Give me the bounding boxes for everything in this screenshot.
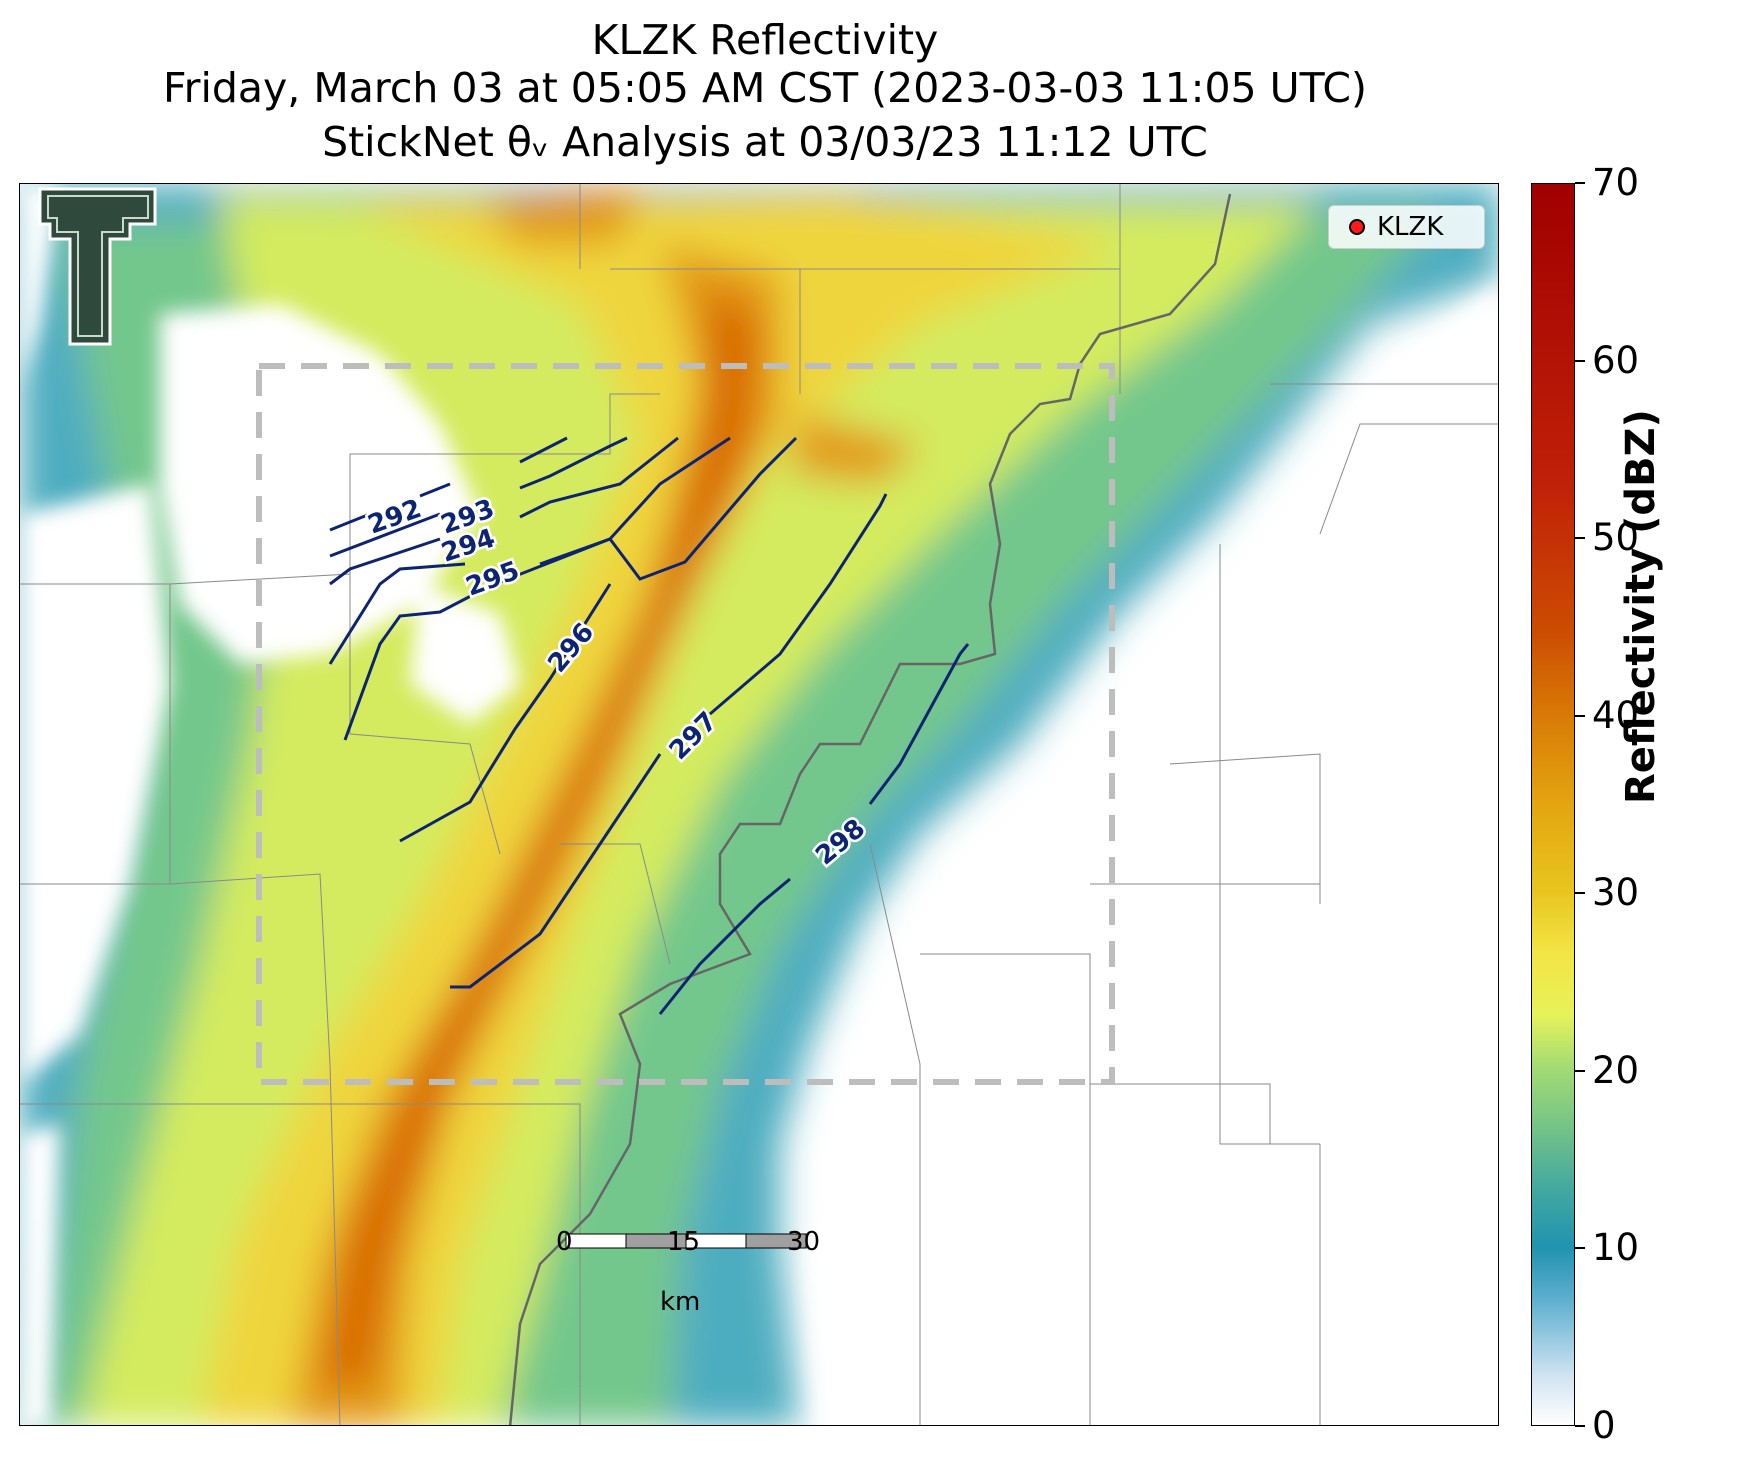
colorbar-tick-label: 30 — [1592, 871, 1640, 915]
colorbar-tick-label: 20 — [1592, 1048, 1640, 1092]
isentrope-292 — [329, 436, 568, 532]
colorbar-tick-label: 0 — [1592, 1404, 1616, 1447]
isentrope-297 — [450, 493, 888, 989]
radar-map-svg: 292 293 294 295 296 297 298 — [20, 184, 1498, 1425]
legend-label-klzk: KLZK — [1377, 212, 1444, 242]
title-line-2: Friday, March 03 at 05:05 AM CST (2023-0… — [163, 64, 1367, 112]
isentrope-293 — [329, 436, 628, 558]
colorbar-tick-label: 40 — [1592, 693, 1640, 737]
county-lines — [20, 184, 1498, 1425]
texas-tech-double-t-logo — [38, 187, 157, 346]
scale-bar — [565, 1233, 807, 1249]
scale-unit: km — [660, 1287, 701, 1317]
title-line-1: KLZK Reflectivity — [591, 16, 939, 64]
colorbar-tick-mark — [1575, 1069, 1585, 1072]
analysis-domain-box — [256, 363, 1115, 1085]
colorbar-tick-label: 50 — [1592, 516, 1640, 560]
legend: KLZK — [1328, 205, 1485, 249]
no-echo-regions — [20, 184, 1498, 1425]
isentrope-294 — [329, 436, 679, 586]
colorbar — [1531, 183, 1575, 1426]
isentrope-298 — [658, 643, 970, 1015]
isentrope-296 — [343, 436, 798, 843]
colorbar-tick-mark — [1575, 537, 1585, 540]
colorbar-tick-label: 10 — [1592, 1226, 1640, 1270]
colorbar-tick-mark — [1575, 1247, 1585, 1250]
isentropes — [328, 436, 970, 1015]
colorbar-title: Reflectivity (dBZ) — [1618, 409, 1664, 804]
radar-map: 292 293 294 295 296 297 298 — [19, 183, 1499, 1426]
colorbar-tick-mark — [1575, 182, 1585, 184]
scale-tick-30: 30 — [787, 1227, 821, 1257]
scale-tick-0: 0 — [556, 1227, 573, 1257]
colorbar-tick-mark — [1575, 892, 1585, 895]
state-border — [508, 193, 1232, 1425]
colorbar-tick-mark — [1575, 1425, 1585, 1427]
colorbar-tick-label: 70 — [1592, 161, 1640, 204]
radar-site-marker — [1349, 219, 1365, 235]
title-line-3: StickNet θᵥ Analysis at 03/03/23 11:12 U… — [322, 118, 1208, 166]
colorbar-tick-mark — [1575, 359, 1585, 362]
scale-tick-15: 15 — [667, 1227, 701, 1257]
colorbar-tick-label: 60 — [1592, 338, 1640, 382]
colorbar-tick-mark — [1575, 714, 1585, 717]
